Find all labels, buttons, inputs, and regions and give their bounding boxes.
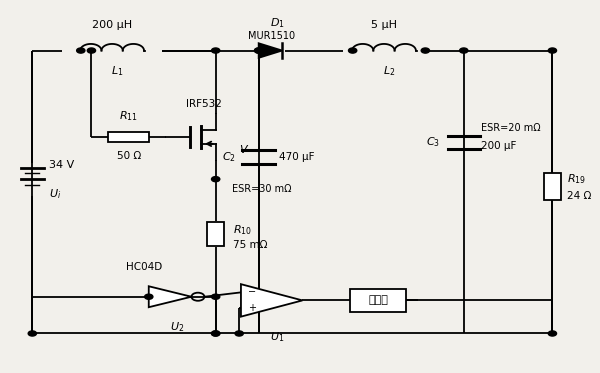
Text: $C_3$: $C_3$ [426,135,440,149]
Text: 75 mΩ: 75 mΩ [233,240,268,250]
Circle shape [212,331,220,336]
Text: MUR1510: MUR1510 [248,31,295,41]
Text: 470 μF: 470 μF [280,152,315,162]
Text: $U_2$: $U_2$ [170,321,184,335]
Bar [208,222,224,246]
Circle shape [212,331,220,336]
Circle shape [548,48,557,53]
Text: $U_1$: $U_1$ [271,330,285,344]
Text: 积分器: 积分器 [368,295,388,305]
Text: $R_{11}$: $R_{11}$ [119,109,138,123]
Circle shape [77,48,85,53]
Text: $U_i$: $U_i$ [49,188,61,201]
Text: $L_1$: $L_1$ [110,65,123,78]
Circle shape [145,294,153,299]
Circle shape [421,48,430,53]
Circle shape [235,331,244,336]
Text: 200 μH: 200 μH [92,21,132,30]
Text: $R_{10}$: $R_{10}$ [233,223,253,237]
Circle shape [28,331,37,336]
Circle shape [254,48,263,53]
Text: +: + [248,303,256,313]
Circle shape [212,176,220,182]
Circle shape [349,48,357,53]
Circle shape [254,48,263,53]
Circle shape [460,48,468,53]
Text: $D_1$: $D_1$ [270,16,285,30]
Text: ESR=20 mΩ: ESR=20 mΩ [481,123,541,133]
Text: V: V [239,145,247,155]
Text: IRF532: IRF532 [186,99,221,109]
Circle shape [87,48,95,53]
Polygon shape [149,286,191,307]
Text: 200 μF: 200 μF [481,141,517,151]
Text: HC04D: HC04D [127,262,163,272]
Text: 34 V: 34 V [49,160,74,170]
Text: 50 Ω: 50 Ω [116,151,141,161]
Circle shape [548,331,557,336]
Polygon shape [259,43,282,58]
Text: ESR=30 mΩ: ESR=30 mΩ [232,184,292,194]
Circle shape [212,294,220,299]
Bar [350,289,406,312]
Polygon shape [241,284,302,317]
Text: $C_2$: $C_2$ [223,150,236,164]
Bar [108,132,149,142]
Text: $L_2$: $L_2$ [383,65,395,78]
Text: 24 Ω: 24 Ω [567,191,592,201]
Text: $R_{19}$: $R_{19}$ [567,172,586,186]
Bar [544,173,560,200]
Text: −: − [248,287,256,297]
Circle shape [212,48,220,53]
Text: 5 μH: 5 μH [371,21,397,30]
